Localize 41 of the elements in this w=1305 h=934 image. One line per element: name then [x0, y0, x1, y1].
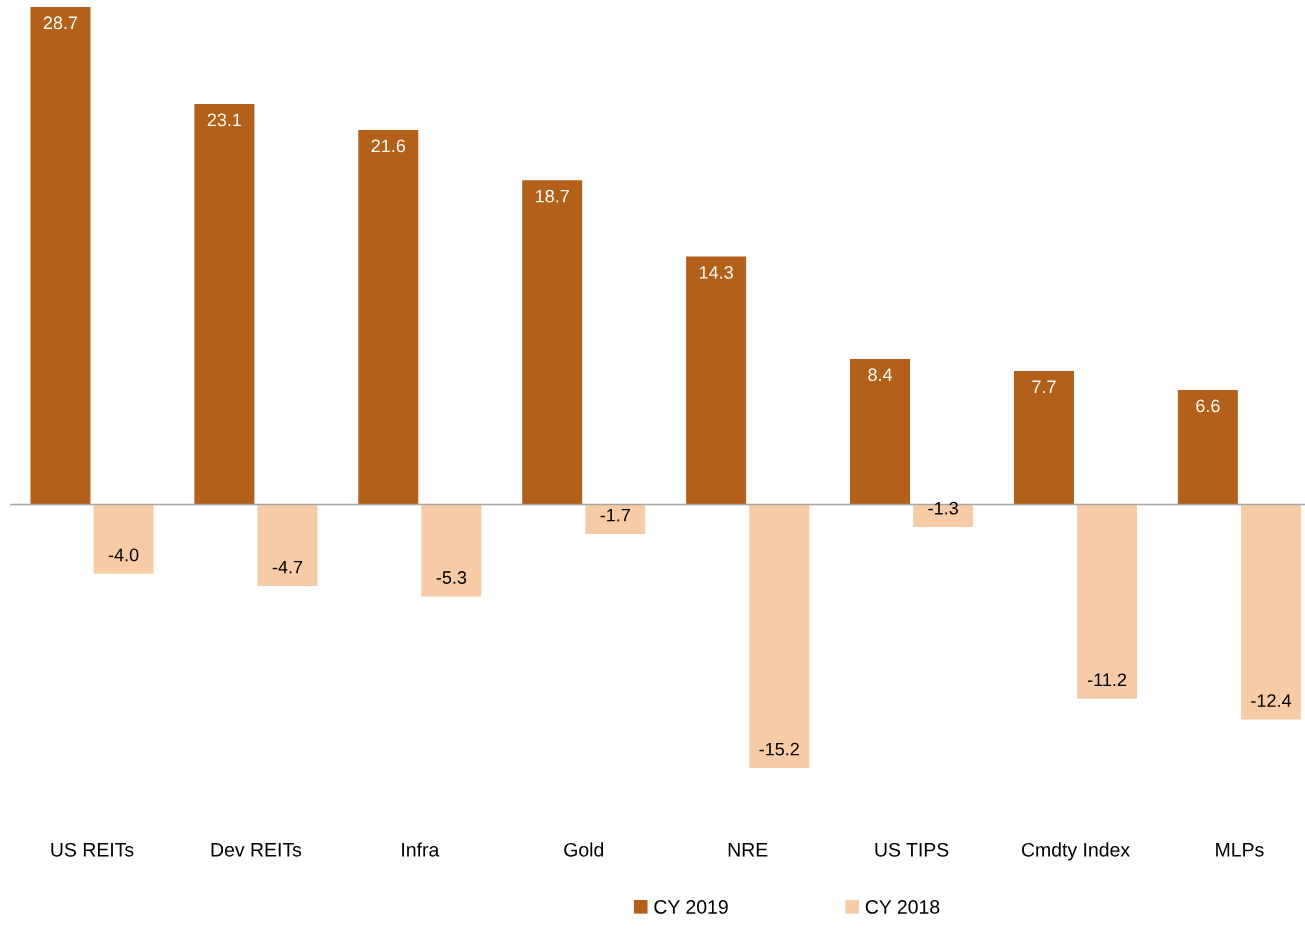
bar	[850, 358, 911, 505]
data-label: -12.4	[1251, 694, 1292, 707]
bar	[522, 180, 583, 505]
data-label: -11.2	[1087, 673, 1127, 687]
legend-label: CY 2019	[654, 900, 728, 914]
bar	[1177, 390, 1238, 505]
data-label: -15.2	[759, 742, 799, 756]
bar	[1240, 504, 1301, 720]
x-tick-label: Dev REITs	[211, 843, 302, 857]
x-tick-label: US REITs	[51, 842, 134, 857]
data-label: 28.7	[43, 16, 78, 30]
x-tick-label: NRE	[728, 843, 768, 857]
data-label: 21.6	[371, 139, 406, 153]
bar	[257, 504, 318, 586]
legend-label: CY 2018	[865, 900, 940, 914]
data-label: 18.7	[536, 189, 569, 203]
data-label: 7.7	[1032, 380, 1056, 394]
x-tick-label: MLPs	[1216, 843, 1264, 857]
bar	[194, 104, 255, 505]
bar	[1077, 504, 1138, 699]
bar	[30, 6, 91, 505]
bar	[585, 504, 646, 534]
data-label: -1.7	[600, 508, 630, 522]
bar	[1013, 371, 1074, 505]
data-label: -1.3	[928, 501, 958, 515]
bar	[749, 504, 810, 769]
data-label: 8.4	[868, 368, 893, 382]
data-label: -4.0	[108, 548, 139, 562]
x-tick-label: Cmdty Index	[1021, 842, 1130, 861]
data-label: 23.1	[207, 113, 242, 127]
bar	[421, 504, 482, 597]
x-tick-label: Infra	[402, 842, 440, 857]
data-label: 14.3	[699, 266, 733, 279]
bar	[358, 130, 419, 505]
bar	[686, 256, 747, 505]
bar	[93, 504, 154, 574]
data-label: 6.6	[1196, 399, 1220, 413]
x-tick-label: US TIPS	[875, 842, 949, 857]
data-label: -4.7	[272, 560, 303, 574]
data-label: -5.3	[436, 571, 467, 584]
x-tick-label: Gold	[564, 842, 604, 857]
